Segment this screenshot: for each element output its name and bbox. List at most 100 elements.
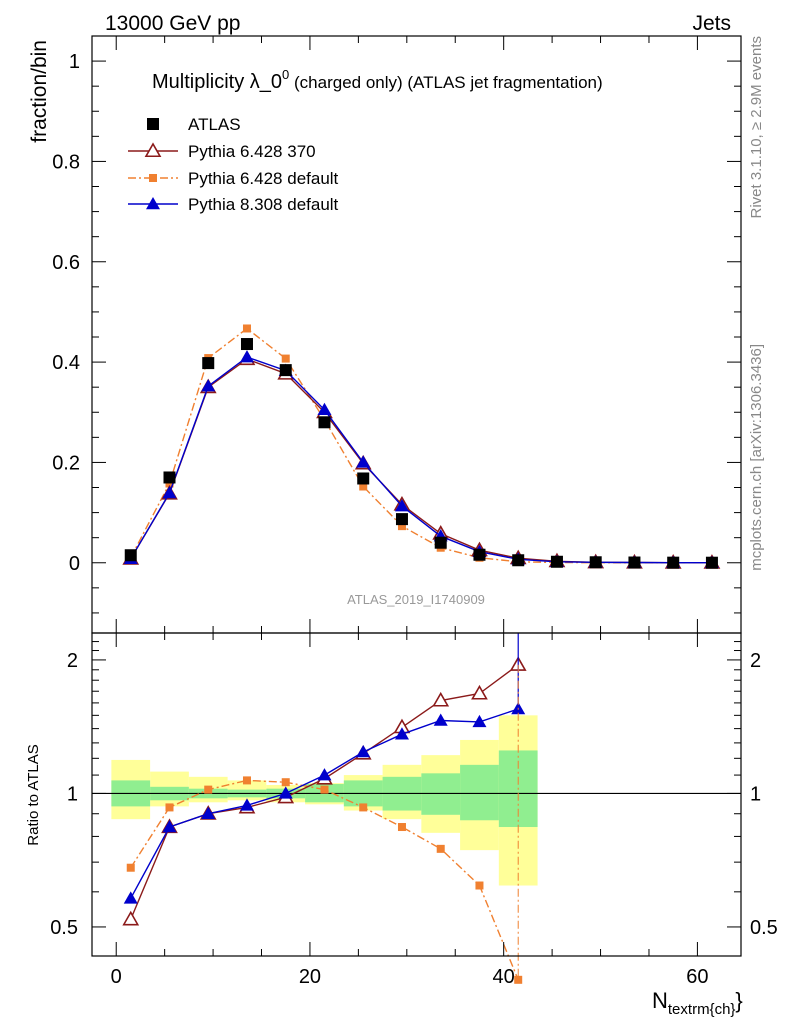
main-point-atlas: [628, 556, 641, 569]
chart-title-sup: 0: [282, 67, 289, 82]
main-y-tick-label: 0.2: [52, 452, 80, 474]
main-line-pythia-8-308-default: [130, 356, 712, 564]
main-point-pythia-8-308-default: [356, 455, 371, 468]
ratio-y-tick-label: 1: [67, 783, 78, 805]
ratio-point-pythia-8-308-default: [201, 806, 216, 819]
ratio-point-pythia-8-308-default: [162, 820, 177, 833]
main-point-atlas: [512, 554, 525, 567]
x-axis-label-main: N: [652, 988, 668, 1013]
main-y-tick-label: 0.4: [52, 352, 80, 374]
ratio-point-pythia-6-428-370: [471, 684, 488, 700]
ratio-point-pythia-6-428-default: [359, 803, 368, 812]
ratio-band-stat: [421, 773, 461, 815]
x-tick-label: 40: [493, 966, 515, 988]
header-process: 13000 GeV pp: [105, 12, 240, 35]
x-axis-label: Ntextrm{ch}}: [652, 988, 743, 1018]
main-point-pythia-6-428-default: [165, 479, 174, 488]
legend: ATLAS Pythia 6.428 370 Pythia 6.428 defaul…: [128, 115, 339, 214]
main-point-pythia-6-428-default: [242, 324, 251, 333]
ratio-y-tick-label-right: 2: [750, 650, 761, 672]
ratio-point-pythia-6-428-default: [436, 844, 445, 853]
x-tick-label: 20: [299, 966, 321, 988]
ratio-point-pythia-6-428-default: [320, 785, 329, 794]
main-point-pythia-6-428-default: [281, 354, 290, 363]
main-point-pythia-8-308-default: [201, 379, 216, 392]
ratio-y-tick-label-right: 0.5: [750, 917, 778, 939]
main-point-pythia-6-428-default: [397, 522, 406, 531]
main-point-atlas: [163, 471, 176, 484]
ratio-point-pythia-8-308-default: [433, 713, 448, 726]
analysis-watermark: ATLAS_2019_I1740909: [347, 592, 485, 607]
chart-title-rest: (charged only) (ATLAS jet fragmentation): [289, 73, 602, 92]
main-y-tick-label: 1: [69, 51, 80, 73]
ratio-point-pythia-8-308-default: [394, 727, 409, 740]
main-point-atlas: [395, 513, 408, 526]
ratio-band-stat: [460, 764, 499, 821]
main-point-atlas: [705, 556, 718, 569]
ratio-point-pythia-6-428-370: [122, 910, 140, 926]
ratio-point-pythia-6-428-default: [475, 881, 484, 890]
main-point-pythia-6-428-default: [359, 482, 368, 491]
x-axis-label-sub: textrm{ch}: [668, 1001, 736, 1018]
ratio-bands: [92, 715, 741, 886]
legend-marker-pythia-6-428-370: [144, 142, 162, 158]
main-point-atlas: [550, 555, 563, 568]
main-point-pythia-8-308-default: [394, 499, 409, 512]
ratio-series-layer: [122, 633, 527, 984]
legend-label-pythia-6-428-default: Pythia 6.428 default: [188, 169, 339, 188]
ratio-point-pythia-6-428-default: [165, 803, 174, 812]
ratio-y-tick-label: 0.5: [50, 917, 78, 939]
ratio-y-tick-label: 2: [67, 650, 78, 672]
main-point-pythia-8-308-default: [162, 486, 177, 499]
main-point-atlas: [434, 536, 447, 549]
main-series-layer: [122, 324, 721, 569]
ratio-axes: 0.5 0.51 12 20 20 40 60: [50, 632, 778, 988]
main-line-pythia-6-428-370: [130, 358, 712, 564]
main-point-atlas: [667, 556, 680, 569]
ratio-point-pythia-8-308-default: [317, 768, 332, 781]
main-y-tick-label: 0.8: [52, 151, 80, 173]
ratio-point-pythia-8-308-default: [356, 745, 371, 758]
legend-marker-pythia-6-428-default: [149, 174, 157, 182]
main-y-axis-label: fraction/bin: [28, 40, 51, 143]
ratio-point-pythia-6-428-default: [204, 785, 213, 794]
main-point-atlas: [357, 472, 370, 485]
ratio-point-pythia-8-308-default: [472, 714, 487, 728]
rivet-label: Rivet 3.1.10, ≥ 2.9M events: [748, 36, 765, 219]
main-y-tick-label: 0: [69, 553, 80, 575]
main-point-atlas: [240, 338, 253, 351]
ratio-point-pythia-8-308-default: [239, 798, 254, 811]
ratio-point-pythia-8-308-default: [278, 786, 293, 799]
legend-label-pythia-8-308-default: Pythia 8.308 default: [188, 195, 339, 214]
main-point-atlas: [202, 357, 215, 370]
ratio-point-pythia-6-428-default: [281, 778, 290, 787]
legend-label-atlas: ATLAS: [188, 115, 241, 134]
main-axes: 0 0.2 0.4 0.6 0.8 1: [52, 35, 742, 634]
legend-label-pythia-6-428-370: Pythia 6.428 370: [188, 142, 316, 161]
mcplots-label: mcplots.cern.ch [arXiv:1306.3436]: [748, 344, 765, 571]
ratio-line-pythia-6-428-default: [130, 779, 519, 981]
main-point-pythia-8-308-default: [239, 350, 254, 363]
main-y-tick-label: 0.6: [52, 252, 80, 274]
main-point-atlas: [279, 364, 292, 377]
chart-title: Multiplicity λ_00 (charged only) (ATLAS …: [152, 67, 603, 93]
main-point-atlas: [318, 416, 331, 429]
ratio-point-pythia-6-428-default: [242, 776, 251, 785]
main-point-pythia-8-308-default: [317, 402, 332, 416]
header-category: Jets: [692, 12, 731, 35]
chart-title-main: Multiplicity λ_0: [152, 71, 282, 93]
ratio-frame: [91, 632, 742, 957]
ratio-point-pythia-6-428-default: [397, 823, 406, 832]
main-point-atlas: [124, 549, 137, 562]
main-point-atlas: [473, 548, 486, 561]
x-tick-label: 0: [111, 966, 122, 988]
ratio-point-pythia-6-428-370: [432, 691, 450, 707]
x-axis-label-close: }: [735, 988, 742, 1013]
main-line-pythia-6-428-default: [130, 327, 712, 564]
ratio-point-pythia-6-428-default: [126, 863, 135, 872]
main-point-atlas: [589, 556, 602, 569]
ratio-y-axis-label: Ratio to ATLAS: [25, 744, 42, 845]
ratio-point-pythia-8-308-default: [123, 891, 138, 904]
legend-marker-atlas: [147, 118, 159, 130]
